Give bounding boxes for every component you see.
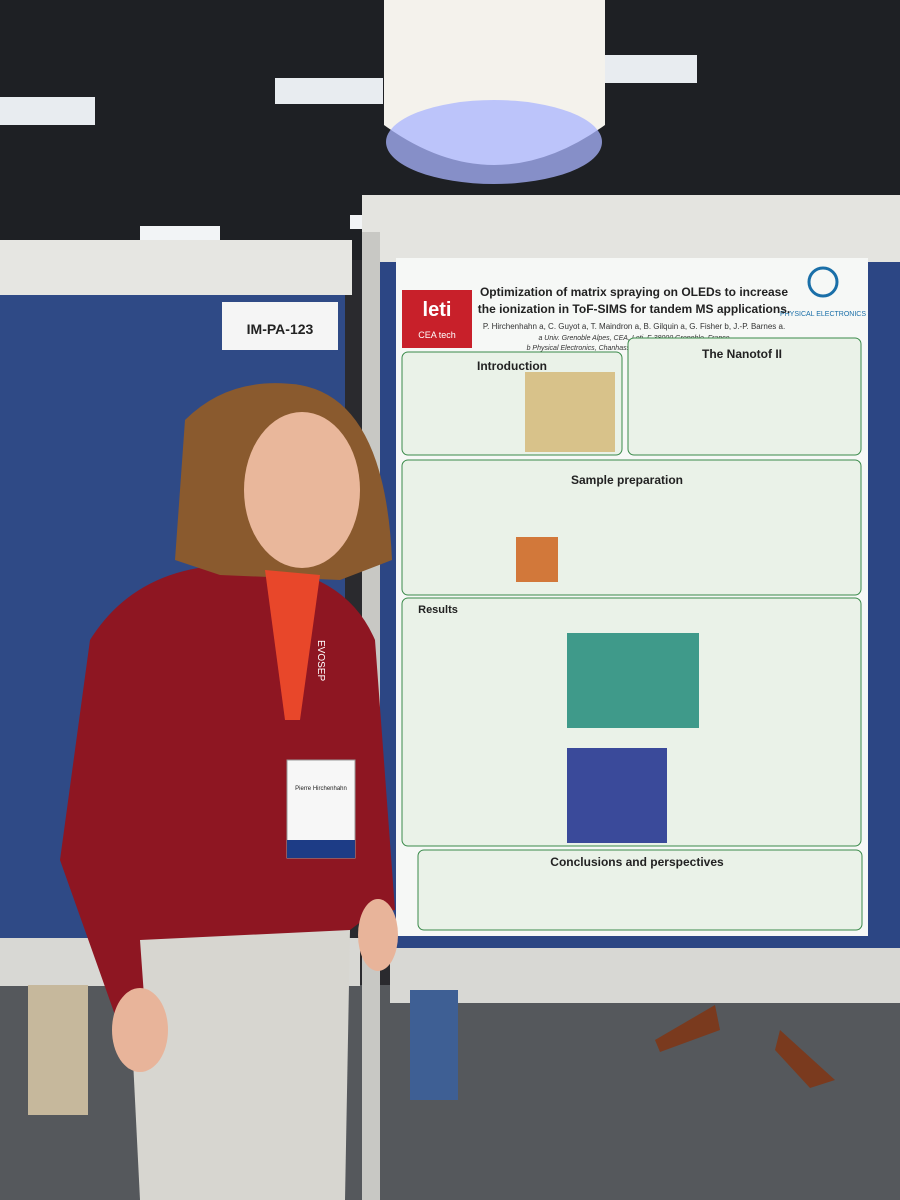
ceiling-light — [605, 55, 697, 83]
background-person — [28, 985, 88, 1115]
section-heading: Conclusions and perspectives — [550, 855, 724, 869]
badge-name: Pierre Hirchenhahn — [295, 786, 347, 792]
board-frame — [390, 948, 900, 1003]
ceiling-light — [140, 226, 220, 240]
poster-section — [417, 849, 863, 931]
ceiling-light — [0, 97, 95, 125]
logo-right: PHYSICAL ELECTRONICS — [780, 311, 866, 318]
section-heading: Results — [418, 604, 458, 616]
logo-phi — [807, 266, 839, 298]
section-heading: The Nanotof II — [702, 347, 782, 361]
ceiling-light — [275, 78, 383, 104]
trousers — [130, 930, 350, 1200]
board-label-card — [222, 302, 338, 350]
poster-figure — [516, 537, 558, 582]
poster-title: the ionization in ToF-SIMS for tandem MS… — [478, 302, 790, 316]
poster-figure — [567, 633, 699, 728]
lanyard-text: EVOSEP — [315, 640, 326, 681]
sweater — [60, 564, 395, 1015]
poster-section — [627, 337, 862, 456]
lamp-glow — [386, 100, 602, 184]
section-heading: Sample preparation — [571, 473, 683, 487]
badge-band — [287, 840, 355, 858]
face — [244, 412, 360, 568]
board-frame — [0, 240, 352, 295]
logo-leti — [402, 290, 472, 348]
logo-subtext: CEA tech — [418, 330, 456, 340]
poster-authors: P. Hirchenhahn a, C. Guyot a, T. Maindro… — [483, 322, 785, 331]
poster-title: Optimization of matrix spraying on OLEDs… — [480, 285, 788, 299]
poster-figure — [525, 372, 615, 452]
board-label: IM-PA-123 — [247, 321, 314, 337]
hand — [358, 899, 398, 971]
background-person — [410, 990, 458, 1100]
section-heading: Introduction — [477, 359, 547, 373]
hand — [112, 988, 168, 1072]
board-frame — [362, 195, 900, 265]
shoe — [775, 1030, 835, 1088]
logo-text: leti — [423, 299, 452, 321]
lanyard — [265, 570, 320, 720]
poster-figure — [567, 748, 667, 843]
shoe — [655, 1005, 720, 1052]
